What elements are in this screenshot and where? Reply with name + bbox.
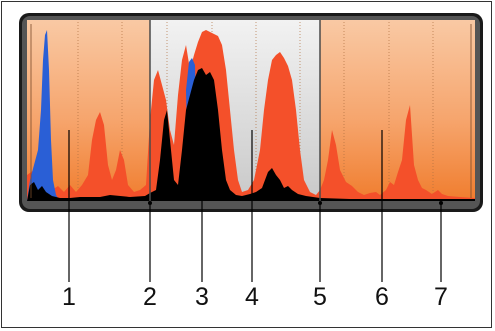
- callout-5: 5: [313, 283, 327, 311]
- callout-7: 7: [434, 283, 448, 311]
- callout-3: 3: [195, 283, 209, 311]
- callout-2: 2: [143, 283, 157, 311]
- highlight-zone: [320, 20, 475, 201]
- outer-border: [1, 1, 492, 328]
- callout-leaders: [68, 130, 442, 282]
- blue-channel: [27, 30, 196, 201]
- callout-dots: [148, 201, 443, 205]
- callout-1: 1: [62, 283, 76, 311]
- callout-4: 4: [245, 283, 259, 311]
- callout-6: 6: [375, 283, 389, 311]
